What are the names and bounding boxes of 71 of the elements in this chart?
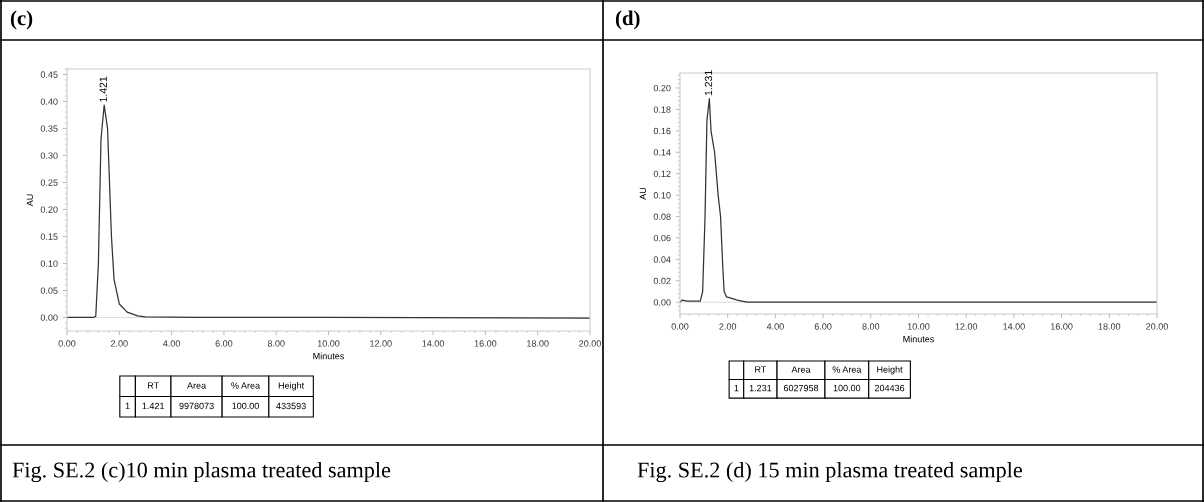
- y-tick-label: 0.10: [653, 192, 671, 199]
- y-tick-label: 0.20: [40, 206, 58, 213]
- y-tick-label: 0.30: [40, 152, 58, 159]
- text: 100.00: [833, 384, 861, 392]
- y-tick-label: 0.00: [653, 299, 671, 306]
- text: % Area: [231, 382, 261, 389]
- y-tick-label: 0.12: [653, 170, 671, 178]
- annotation: 1.231: [704, 70, 713, 96]
- x-tick-label: 0.00: [58, 340, 76, 347]
- x-tick-label: 10.00: [317, 340, 340, 347]
- x-tick-label: 20.00: [579, 340, 601, 347]
- text: % Area: [832, 366, 862, 373]
- x-tick-label: 8.00: [862, 323, 880, 330]
- y-tick-label: 0.04: [653, 256, 671, 263]
- y-tick-label: 0.16: [653, 127, 671, 135]
- text: 6027958: [783, 384, 819, 392]
- text: 1.231: [749, 384, 772, 392]
- x-tick-label: 14.00: [1003, 323, 1025, 330]
- y-axis-title: AU: [639, 187, 647, 200]
- text: Area: [791, 366, 811, 373]
- y-axis-title: AU: [26, 194, 34, 207]
- x-tick-label: 2.00: [719, 323, 737, 330]
- text: 433593: [276, 402, 306, 410]
- y-tick-label: 0.02: [653, 277, 671, 285]
- x-tick-label: 20.00: [1146, 323, 1168, 330]
- x-tick-label: 0.00: [671, 323, 689, 330]
- text: Fig. SE.2 (c)10 min plasma treated sample: [12, 461, 391, 483]
- x-tick-label: 14.00: [422, 340, 445, 347]
- x-tick-label: 4.00: [163, 340, 181, 347]
- x-tick-label: 2.00: [110, 340, 128, 347]
- chart-title: (d): [615, 10, 640, 30]
- y-tick-label: 0.05: [40, 287, 58, 294]
- x-tick-label: 12.00: [955, 323, 978, 330]
- y-tick-label: 0.14: [653, 149, 671, 156]
- x-tick-label: 18.00: [1098, 323, 1121, 330]
- x-tick-label: 10.00: [907, 323, 930, 330]
- x-axis-title: Minutes: [903, 335, 934, 343]
- text: Fig. SE.2 (d) 15 min plasma treated sample: [637, 461, 1022, 483]
- x-tick-label: 4.00: [766, 323, 784, 330]
- x-tick-label: 18.00: [527, 340, 549, 347]
- x-tick-label: 12.00: [370, 340, 392, 347]
- x-tick-label: 16.00: [1050, 323, 1073, 330]
- y-tick-label: 0.25: [40, 179, 58, 186]
- y-tick-label: 0.40: [40, 98, 58, 105]
- text: RT: [755, 366, 767, 373]
- y-tick-label: 0.00: [40, 314, 58, 321]
- text: 100.00: [232, 402, 259, 410]
- y-tick-label: 0.18: [653, 106, 671, 113]
- x-tick-label: 16.00: [474, 340, 497, 347]
- x-axis-title: Minutes: [313, 352, 344, 360]
- y-tick-label: 0.35: [40, 125, 58, 132]
- y-tick-label: 0.06: [653, 234, 671, 242]
- text: Height: [877, 366, 903, 375]
- y-tick-label: 0.08: [653, 213, 671, 220]
- text: 1.421: [142, 402, 165, 410]
- x-tick-label: 8.00: [267, 340, 285, 347]
- text: Height: [278, 382, 305, 391]
- y-tick-label: 0.45: [40, 71, 58, 78]
- y-tick-label: 0.15: [40, 233, 58, 240]
- y-tick-label: 0.10: [40, 260, 58, 267]
- text: RT: [147, 382, 159, 389]
- text: 204436: [874, 384, 905, 392]
- x-tick-label: 6.00: [215, 340, 233, 347]
- y-tick-label: 0.20: [653, 84, 671, 92]
- text: Area: [187, 382, 207, 389]
- annotation: 1.421: [99, 76, 107, 102]
- text: 1: [734, 384, 739, 392]
- chart-title: (c): [10, 10, 33, 30]
- x-tick-label: 6.00: [814, 323, 832, 330]
- text: 1: [125, 402, 130, 410]
- text: 9978073: [179, 402, 214, 410]
